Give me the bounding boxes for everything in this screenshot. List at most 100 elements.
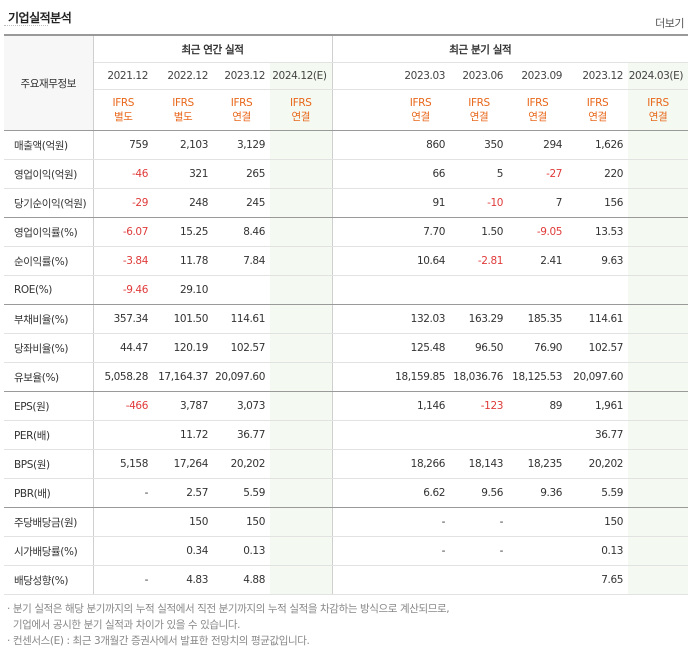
period-header: 2023.09 (508, 62, 568, 90)
table-row: 영업이익률(%) -6.07 15.25 8.46 7.70 1.50 -9.05 13.53 (4, 217, 689, 247)
column-spacer (331, 188, 392, 218)
period-header: 2021.12 (93, 62, 153, 90)
table-cell: 17,264 (153, 449, 213, 479)
row-label: 주당배당금(원) (4, 507, 94, 537)
table-cell: 9.56 (450, 478, 509, 508)
column-spacer (331, 275, 392, 305)
table-cell: 102.57 (213, 333, 270, 363)
table-cell: 8.46 (213, 217, 270, 247)
table-cell (270, 217, 333, 247)
column-spacer (331, 362, 392, 392)
row-label: BPS(원) (4, 449, 94, 479)
table-cell: 156 (567, 188, 629, 218)
table-cell: 2.57 (153, 478, 213, 508)
row-label: 당기순이익(억원) (4, 188, 94, 218)
table-cell (270, 159, 333, 189)
table-cell: -9.05 (508, 217, 568, 247)
table-cell: 248 (153, 188, 213, 218)
accounting-standard: IFRS 연결 (567, 89, 629, 131)
table-cell: 5.59 (567, 478, 629, 508)
column-spacer (331, 333, 392, 363)
table-cell (628, 362, 689, 392)
table-cell: 9.36 (508, 478, 568, 508)
table-cell: 321 (153, 159, 213, 189)
table-cell (567, 275, 629, 305)
row-label: 유보율(%) (4, 362, 94, 392)
section-title: 기업실적분석 (8, 11, 72, 25)
table-cell: 0.13 (213, 536, 270, 566)
table-cell: -2.81 (450, 246, 509, 276)
footnote: · 분기 실적은 해당 분기까지의 누적 실적에서 직전 분기까지의 누적 실적… (7, 603, 450, 615)
more-link[interactable]: 더보기 (655, 17, 684, 30)
table-cell: -46 (93, 159, 153, 189)
table-cell: 18,036.76 (450, 362, 509, 392)
row-label: PBR(배) (4, 478, 94, 508)
table-cell (508, 507, 568, 537)
table-cell (391, 275, 451, 305)
column-spacer (331, 130, 392, 160)
accounting-standard: IFRS 연결 (391, 89, 451, 131)
table-cell: 132.03 (391, 304, 451, 334)
table-cell (93, 420, 153, 450)
column-spacer (331, 420, 392, 450)
title-underline (4, 25, 48, 26)
footnotes: · 분기 실적은 해당 분기까지의 누적 실적에서 직전 분기까지의 누적 실적… (7, 601, 450, 649)
period-header: 2023.12 (567, 62, 629, 90)
table-cell: 7.65 (567, 565, 629, 595)
table-cell: 18,143 (450, 449, 509, 479)
table-cell: 36.77 (567, 420, 629, 450)
accounting-standard: IFRS 연결 (628, 89, 689, 131)
table-cell: 89 (508, 391, 568, 421)
quarter-group-header: 최근 분기 실적 (331, 35, 629, 63)
table-cell (628, 478, 689, 508)
table-cell: 1,626 (567, 130, 629, 160)
table-cell (270, 449, 333, 479)
table-cell (628, 536, 689, 566)
table-cell: 1,146 (391, 391, 451, 421)
table-cell: -10 (450, 188, 509, 218)
table-cell: 101.50 (153, 304, 213, 334)
table-cell: 20,097.60 (213, 362, 270, 392)
table-cell (270, 420, 333, 450)
table-cell: 18,266 (391, 449, 451, 479)
table-row: 주당배당금(원) 150 150- -150 (4, 507, 689, 537)
table-cell: 7 (508, 188, 568, 218)
table-cell (270, 565, 333, 595)
financial-table: 주요재무정보 최근 연간 실적 최근 분기 실적 2021.12 2022.12… (4, 34, 689, 595)
table-cell: 120.19 (153, 333, 213, 363)
table-cell: 220 (567, 159, 629, 189)
table-cell (391, 420, 451, 450)
table-cell: 7.70 (391, 217, 451, 247)
table-cell: -466 (93, 391, 153, 421)
table-cell: 36.77 (213, 420, 270, 450)
column-spacer (331, 565, 392, 595)
table-cell: 9.63 (567, 246, 629, 276)
table-cell: 15.25 (153, 217, 213, 247)
table-cell (450, 275, 509, 305)
table-cell: 66 (391, 159, 451, 189)
row-label: 영업이익률(%) (4, 217, 94, 247)
footnote: · 컨센서스(E) : 최근 3개월간 증권사에서 발표한 전망치의 평균값입니… (7, 635, 310, 647)
period-header (331, 62, 392, 90)
table-cell: 2,103 (153, 130, 213, 160)
table-cell: 18,159.85 (391, 362, 451, 392)
table-cell: 102.57 (567, 333, 629, 363)
table-cell (270, 391, 333, 421)
column-spacer (331, 536, 392, 566)
table-cell: - (391, 507, 451, 537)
table-cell (628, 130, 689, 160)
accounting-standard: IFRS 별도 (153, 89, 213, 131)
accounting-standard: IFRS 연결 (508, 89, 568, 131)
table-cell: 5,058.28 (93, 362, 153, 392)
table-cell (508, 536, 568, 566)
table-cell (450, 565, 509, 595)
accounting-standard: IFRS 연결 (270, 89, 333, 131)
table-cell: 4.88 (213, 565, 270, 595)
column-spacer (331, 507, 392, 537)
annual-group-header: 최근 연간 실적 (93, 35, 333, 63)
table-cell: 4.83 (153, 565, 213, 595)
column-spacer (331, 304, 392, 334)
accounting-standard: IFRS 별도 (93, 89, 153, 131)
table-cell: 18,235 (508, 449, 568, 479)
table-row: BPS(원) 5,158 17,264 20,202 18,266 18,143 18,23… (4, 449, 689, 479)
